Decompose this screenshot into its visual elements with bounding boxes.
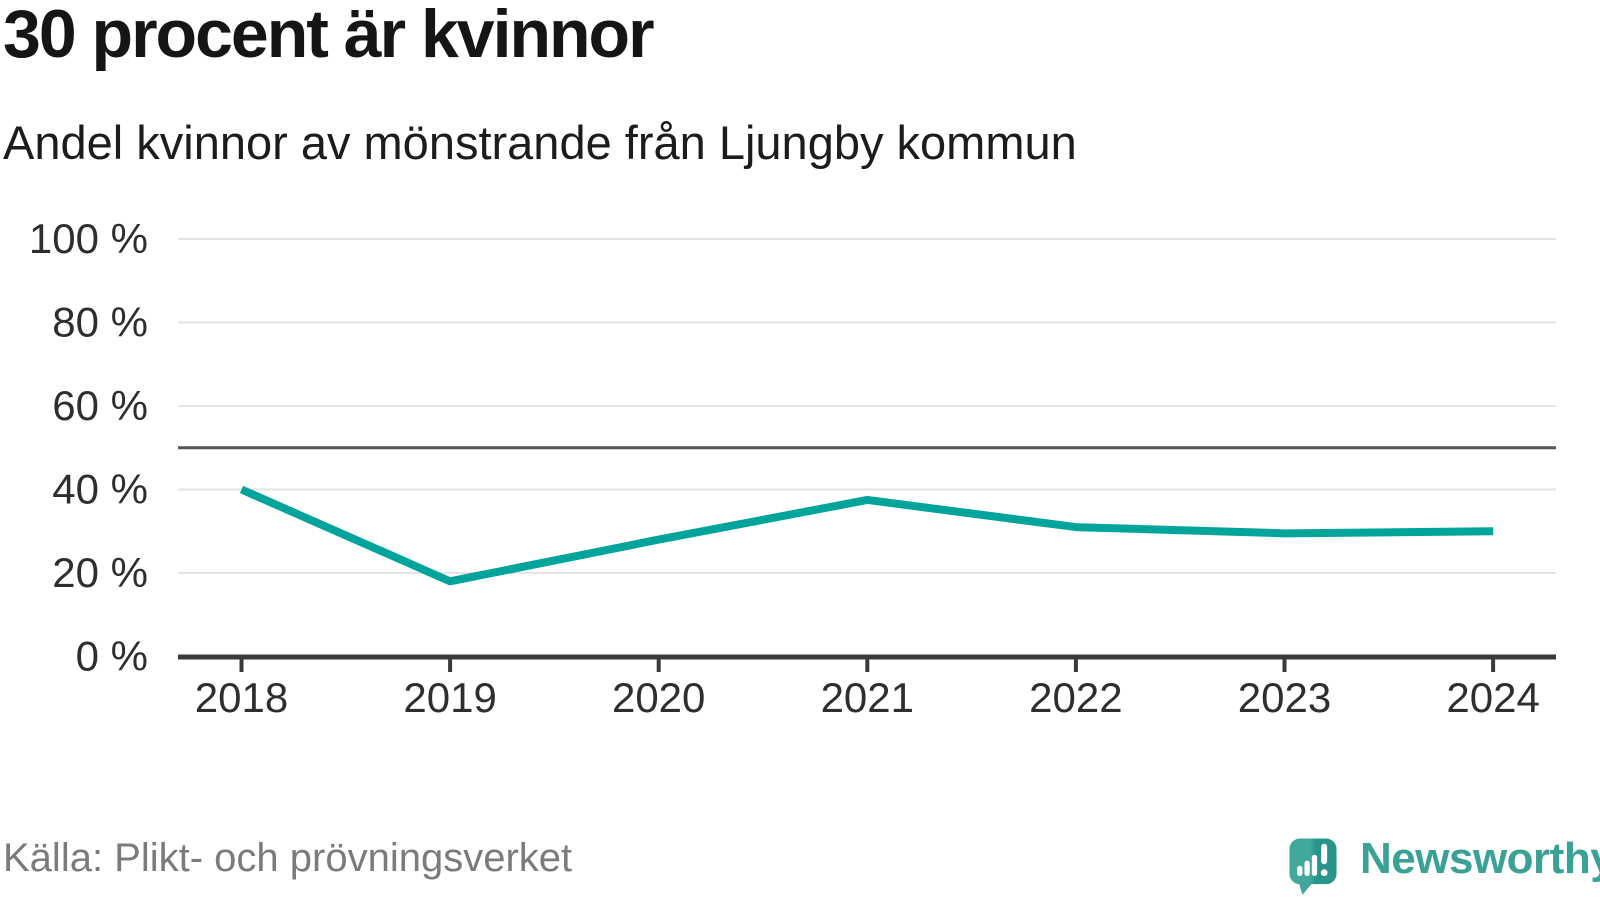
newsworthy-logo-text: Newsworthy — [1360, 834, 1600, 883]
logo-bar-2 — [1304, 860, 1310, 877]
chart-title: 30 procent är kvinnor — [3, 0, 655, 72]
y-tick-label: 20 % — [52, 549, 148, 596]
logo-bar-1 — [1297, 865, 1303, 877]
logo-exclamation-bar — [1321, 843, 1328, 865]
y-tick-label: 80 % — [52, 299, 148, 346]
x-tick-label: 2021 — [821, 674, 914, 721]
y-tick-label: 100 % — [29, 215, 148, 262]
newsworthy-logo: Newsworthy — [1288, 834, 1600, 896]
x-tick-label: 2023 — [1238, 674, 1331, 721]
x-tick-label: 2022 — [1029, 674, 1122, 721]
x-tick-label: 2019 — [403, 674, 496, 721]
x-tick-label: 2024 — [1446, 674, 1539, 721]
y-tick-label: 60 % — [52, 382, 148, 429]
data-line — [239, 485, 1494, 586]
x-tick-label: 2018 — [195, 674, 288, 721]
x-tick-label: 2020 — [612, 674, 705, 721]
chart-subtitle: Andel kvinnor av mönstrande från Ljungby… — [3, 116, 1077, 169]
logo-exclamation-dot — [1320, 869, 1328, 877]
newsworthy-logo-icon — [1289, 838, 1337, 895]
y-tick-label: 0 % — [76, 633, 148, 680]
logo-bar-3 — [1311, 854, 1318, 877]
source-note: Källa: Plikt- och prövningsverket — [3, 836, 573, 880]
y-tick-label: 40 % — [52, 466, 148, 513]
